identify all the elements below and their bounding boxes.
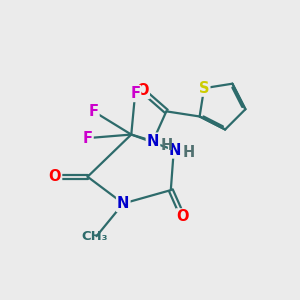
- Text: F: F: [88, 104, 98, 119]
- Text: O: O: [49, 169, 61, 184]
- Text: O: O: [136, 83, 149, 98]
- Text: F: F: [130, 86, 140, 101]
- Text: N: N: [117, 196, 129, 211]
- Text: H: H: [183, 145, 195, 160]
- Text: N: N: [169, 142, 182, 158]
- Text: S: S: [199, 81, 209, 96]
- Text: O: O: [176, 209, 189, 224]
- Text: H: H: [161, 138, 173, 153]
- Text: N: N: [147, 134, 159, 148]
- Text: CH₃: CH₃: [82, 230, 108, 243]
- Text: F: F: [82, 130, 93, 146]
